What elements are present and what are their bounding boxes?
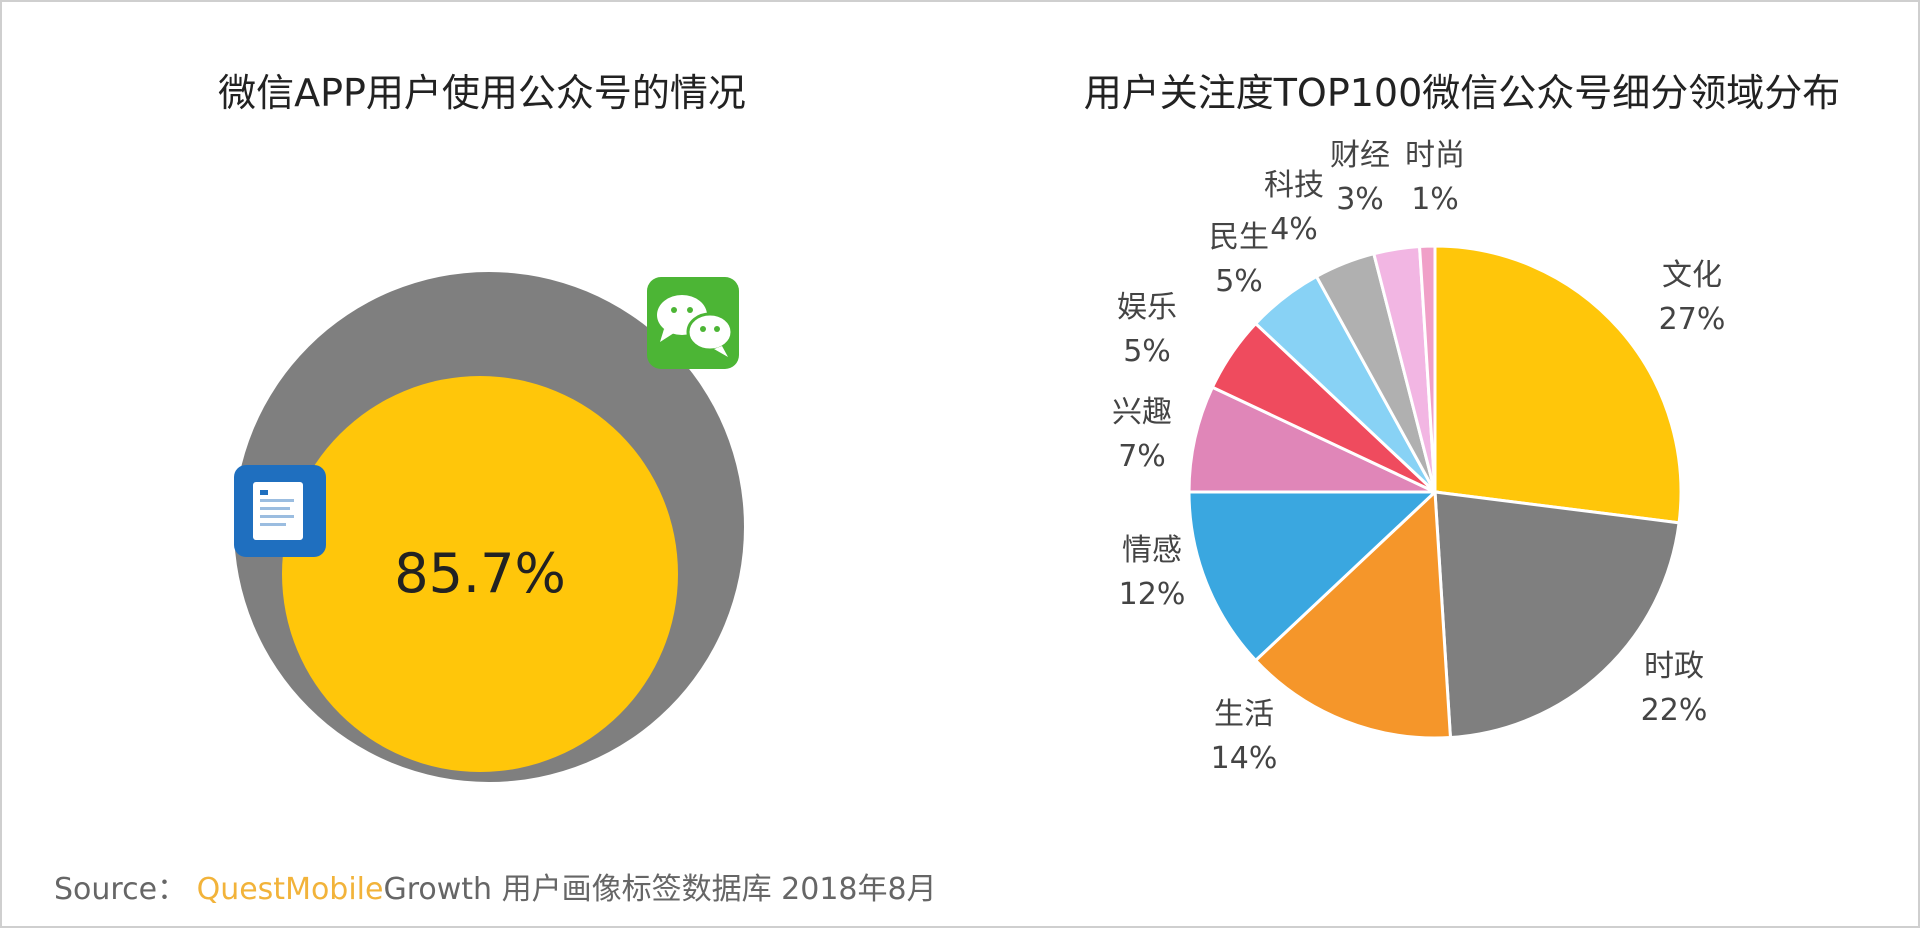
pie-value-label: 7% xyxy=(1118,439,1166,474)
pie-category-label: 民生 xyxy=(1209,220,1269,255)
pie-category-label: 时尚 xyxy=(1405,138,1465,173)
source-brand: QuestMobile xyxy=(196,872,384,907)
pie-slice-10 xyxy=(1417,244,1437,493)
left-chart-title: 微信APP用户使用公众号的情况 xyxy=(218,71,746,115)
pie-slice-3 xyxy=(1253,488,1453,740)
source-prefix: Source： xyxy=(54,872,188,907)
pie-value-label: 22% xyxy=(1641,693,1708,728)
official-account-percentage-label: 85.7% xyxy=(394,542,566,605)
pie-value-label: 5% xyxy=(1123,334,1171,369)
wechat-logo-icon xyxy=(647,277,739,369)
pie-slice-5 xyxy=(1187,385,1436,494)
pie-category-label: 生活 xyxy=(1214,697,1274,732)
pie-value-label: 27% xyxy=(1659,302,1726,337)
source-suffix: Growth 用户画像标签数据库 2018年8月 xyxy=(383,872,937,907)
pie-category-label: 兴趣 xyxy=(1112,395,1172,430)
pie-slice-2 xyxy=(1433,490,1681,740)
pie-category-label: 情感 xyxy=(1122,533,1182,568)
pie-category-label: 时政 xyxy=(1644,649,1704,684)
pie-value-label: 14% xyxy=(1211,741,1278,776)
right-chart-title: 用户关注度TOP100微信公众号细分领域分布 xyxy=(1083,71,1841,115)
left-chart: 85.7% xyxy=(234,272,744,782)
pie-category-label: 科技 xyxy=(1264,168,1324,203)
pie-value-label: 4% xyxy=(1270,212,1318,247)
source-note: Source： QuestMobileGrowth 用户画像标签数据库 2018… xyxy=(54,864,937,908)
pie-chart-labels: 文化 27% 时政 22% 生活 14% 情感 12% 兴趣 7% 娱乐 5% 民生 5% 科技 4% 财经 3%… xyxy=(1112,138,1725,776)
pie-category-label: 娱乐 xyxy=(1117,290,1177,325)
pie-value-label: 5% xyxy=(1215,264,1263,299)
official-account-users-circle xyxy=(282,376,678,772)
pie-value-label: 12% xyxy=(1119,577,1186,612)
pie-chart xyxy=(1187,244,1683,740)
pie-value-label: 3% xyxy=(1336,182,1384,217)
pie-slice-1 xyxy=(1433,244,1683,525)
pie-category-label: 财经 xyxy=(1330,138,1390,173)
official-account-icon xyxy=(234,465,326,557)
pie-category-label: 文化 xyxy=(1662,258,1722,293)
pie-slice-4 xyxy=(1187,490,1439,663)
pie-value-label: 1% xyxy=(1411,182,1459,217)
